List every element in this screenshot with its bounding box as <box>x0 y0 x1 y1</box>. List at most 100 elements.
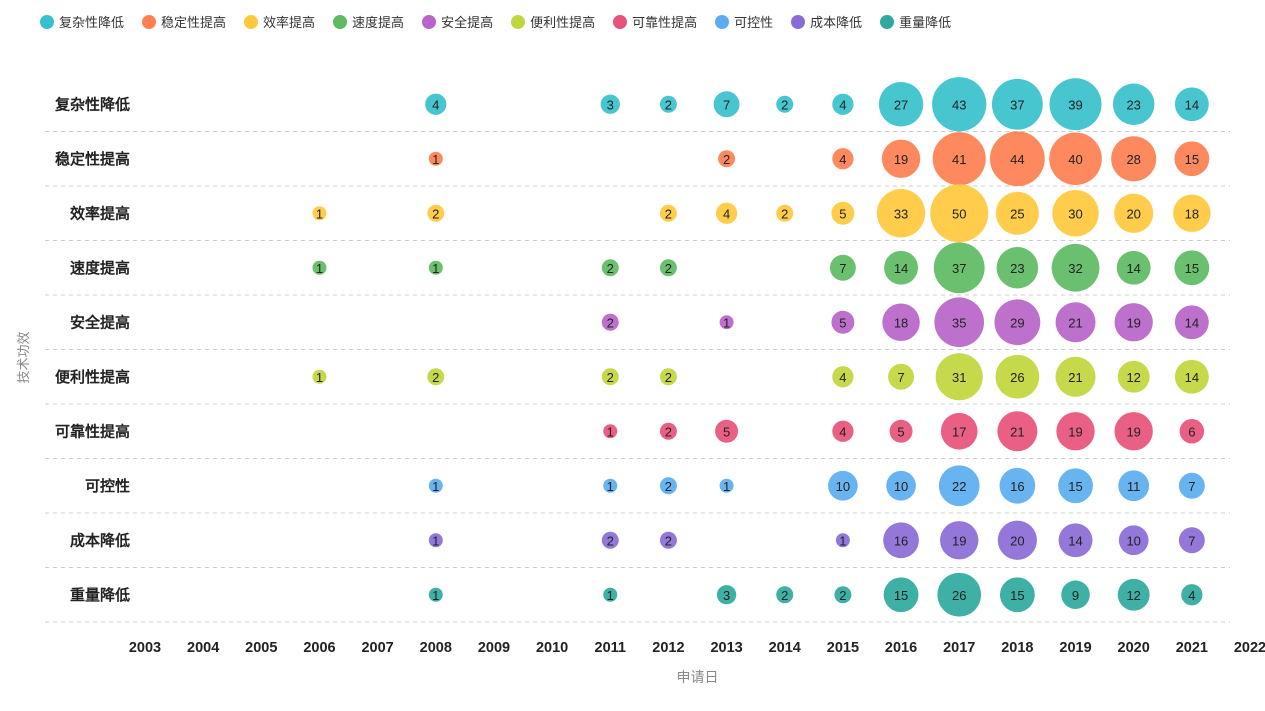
bubble-value: 12 <box>1126 370 1140 385</box>
x-tick-label: 2014 <box>769 640 801 656</box>
bubble-value: 1 <box>607 588 614 603</box>
x-tick-label: 2009 <box>478 640 510 656</box>
bubble-value: 1 <box>607 479 614 494</box>
bubble-value: 2 <box>665 261 672 276</box>
bubble-value: 3 <box>723 588 730 603</box>
bubble-value: 1 <box>432 152 439 167</box>
bubble-value: 5 <box>723 424 730 439</box>
bubble-value: 1 <box>432 261 439 276</box>
x-tick-label: 2018 <box>1001 640 1033 656</box>
bubble-value: 18 <box>894 315 908 330</box>
x-tick-label: 2020 <box>1118 640 1150 656</box>
bubble-value: 40 <box>1068 152 1082 167</box>
bubble-value: 17 <box>952 424 966 439</box>
bubble-value: 2 <box>781 588 788 603</box>
bubble-value: 18 <box>1185 206 1199 221</box>
bubble-value: 41 <box>952 152 966 167</box>
x-tick-label: 2015 <box>827 640 859 656</box>
bubble-value: 30 <box>1068 206 1082 221</box>
y-tick-label: 安全提高 <box>70 313 130 331</box>
bubble-value: 19 <box>1126 424 1140 439</box>
bubble-value: 14 <box>1185 370 1199 385</box>
bubble-value: 2 <box>432 370 439 385</box>
x-tick-label: 2007 <box>361 640 393 656</box>
bubble-value: 2 <box>665 370 672 385</box>
y-tick-label: 便利性提高 <box>55 368 130 386</box>
bubble-value: 14 <box>1068 533 1082 548</box>
bubble-value: 1 <box>316 206 323 221</box>
bubble-value: 11 <box>1127 479 1141 494</box>
bubble-value: 5 <box>839 206 846 221</box>
x-tick-label: 2003 <box>129 640 161 656</box>
bubble-value: 15 <box>1068 479 1082 494</box>
bubble-value: 14 <box>1185 97 1199 112</box>
bubble-value: 32 <box>1068 261 1082 276</box>
bubble-value: 1 <box>316 261 323 276</box>
bubble-value: 4 <box>839 370 846 385</box>
bubble-value: 2 <box>432 206 439 221</box>
bubble-value: 37 <box>1010 97 1024 112</box>
bubble-value: 2 <box>665 533 672 548</box>
bubble-value: 19 <box>1126 315 1140 330</box>
bubble-value: 2 <box>723 152 730 167</box>
bubble-value: 31 <box>952 370 966 385</box>
bubble-value: 21 <box>1068 370 1082 385</box>
bubble-value: 1 <box>723 479 730 494</box>
bubble-value: 19 <box>952 533 966 548</box>
x-tick-label: 2016 <box>885 640 917 656</box>
x-axis-title: 申请日 <box>677 669 719 685</box>
bubble-value: 2 <box>839 588 846 603</box>
bubble-value: 20 <box>1126 206 1140 221</box>
bubble-value: 2 <box>665 97 672 112</box>
bubble-value: 9 <box>1072 588 1079 603</box>
bubble-value: 2 <box>665 206 672 221</box>
bubble-value: 4 <box>839 152 846 167</box>
x-tick-label: 2008 <box>420 640 452 656</box>
bubble-value: 35 <box>952 315 966 330</box>
bubble-value: 15 <box>894 588 908 603</box>
bubble-value: 10 <box>1126 533 1140 548</box>
y-tick-label: 成本降低 <box>70 531 130 549</box>
y-tick-label: 重量降低 <box>70 586 130 604</box>
bubble-value: 10 <box>894 479 908 494</box>
bubble-chart-svg: 复杂性降低稳定性提高效率提高速度提高安全提高便利性提高可靠性提高可控性成本降低重… <box>0 0 1265 711</box>
x-tick-label: 2013 <box>710 640 742 656</box>
x-tick-label: 2005 <box>245 640 277 656</box>
bubble-value: 15 <box>1185 152 1199 167</box>
bubble-value: 4 <box>839 97 846 112</box>
bubble-value: 20 <box>1010 533 1024 548</box>
bubble-value: 4 <box>839 424 846 439</box>
y-tick-label: 复杂性降低 <box>54 95 130 113</box>
bubble-value: 1 <box>432 479 439 494</box>
bubble-value: 7 <box>723 97 730 112</box>
bubble-value: 16 <box>1010 479 1024 494</box>
bubble-value: 14 <box>1185 315 1199 330</box>
y-tick-label: 速度提高 <box>70 259 130 277</box>
bubble-value: 39 <box>1068 97 1082 112</box>
bubble-value: 10 <box>836 479 850 494</box>
x-tick-label: 2010 <box>536 640 568 656</box>
bubble-value: 2 <box>665 424 672 439</box>
bubble-value: 14 <box>894 261 908 276</box>
y-tick-label: 稳定性提高 <box>55 150 130 168</box>
bubble-value: 25 <box>1010 206 1024 221</box>
x-tick-label: 2022 <box>1234 640 1265 656</box>
bubble-value: 26 <box>952 588 966 603</box>
bubble-value: 26 <box>1010 370 1024 385</box>
bubble-value: 6 <box>1188 424 1195 439</box>
bubble-value: 5 <box>839 315 846 330</box>
bubble-value: 37 <box>952 261 966 276</box>
bubble-value: 14 <box>1126 261 1140 276</box>
bubble-value: 2 <box>607 370 614 385</box>
bubble-value: 23 <box>1010 261 1024 276</box>
y-axis-title: 技术功效 <box>16 331 31 383</box>
bubble-value: 19 <box>1068 424 1082 439</box>
bubble-value: 2 <box>781 206 788 221</box>
bubble-value: 7 <box>839 261 846 276</box>
bubble-value: 5 <box>897 424 904 439</box>
bubble-value: 27 <box>894 97 908 112</box>
bubble-value: 16 <box>894 533 908 548</box>
bubble-value: 1 <box>607 424 614 439</box>
x-tick-label: 2006 <box>303 640 335 656</box>
bubble-value: 44 <box>1010 152 1024 167</box>
